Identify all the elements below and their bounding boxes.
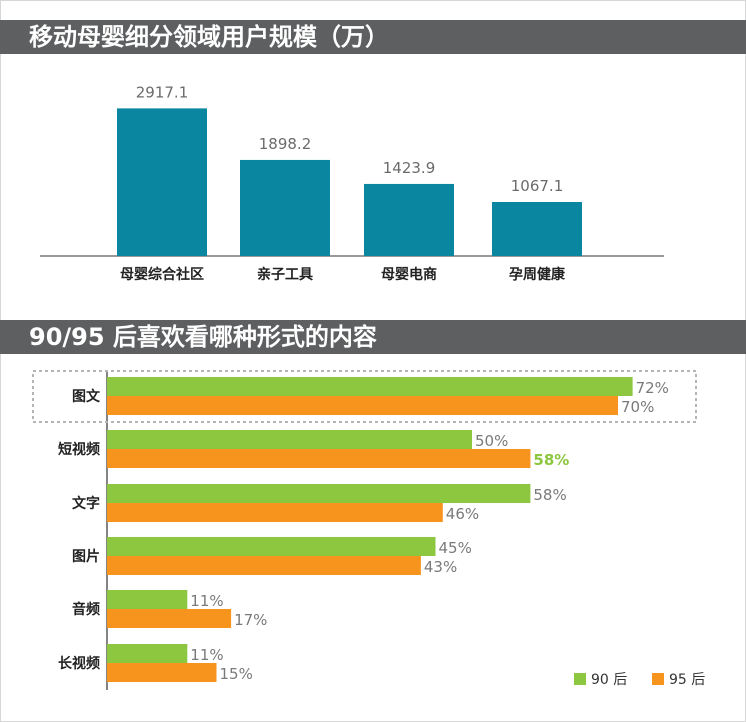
hbar-category-label: 图文 [72,388,101,405]
bar-category-label: 母婴综合社区 [120,266,204,283]
hbar-category-label: 图片 [72,548,100,565]
hbar-value-label: 50% [475,432,508,450]
hbar-value-label: 58% [533,486,566,504]
bar-3 [364,183,454,256]
hbar-category-label: 音频 [72,601,100,618]
bar-value-label: 2917.1 [136,83,189,101]
hbar-value-label: 17% [234,611,267,629]
hbar-value-label: 46% [446,505,479,523]
hbar-value-label: 11% [190,592,223,610]
bar-1 [117,108,207,256]
bar-value-label: 1067.1 [511,177,564,195]
bar-value-label: 1898.2 [259,135,312,153]
legend-label: 95 后 [669,672,705,688]
hbar-4-gen90 [107,537,436,556]
bar-4 [492,201,582,256]
hbar-1-gen90 [107,377,633,396]
hbar-2-gen95 [107,449,531,468]
hbar-6-gen90 [107,644,188,663]
hbar-value-label: 70% [621,398,654,416]
bar-category-label: 孕周健康 [509,266,566,283]
hbar-value-label: 15% [220,665,253,683]
hbar-category-label: 文字 [72,495,100,512]
hbar-category-label: 长视频 [58,655,100,672]
legend-label: 90 后 [591,672,627,688]
hbar-value-label: 58% [533,451,569,469]
bar-chart-title: 移动母婴细分领域用户规模（万） [0,20,746,54]
bar-category-label: 亲子工具 [257,266,313,283]
hbar-6-gen95 [107,663,217,682]
hbar-value-label: 45% [439,539,472,557]
hbar-2-gen90 [107,430,472,449]
bar-2 [240,159,330,256]
hbar-value-label: 43% [424,558,457,576]
bar-category-label: 母婴电商 [381,266,437,283]
hbar-3-gen95 [107,503,443,522]
hbar-chart-title: 90/95 后喜欢看哪种形式的内容 [0,320,746,354]
hbar-5-gen90 [107,590,188,609]
hbar-value-label: 11% [190,646,223,664]
bar-value-label: 1423.9 [383,159,436,177]
hbar-1-gen95 [107,396,618,415]
hbar-4-gen95 [107,556,421,575]
legend-swatch-gen95 [652,673,664,685]
legend-swatch-gen90 [574,673,586,685]
hbar-value-label: 72% [636,379,669,397]
highlight-box [32,370,697,423]
hbar-5-gen95 [107,609,232,628]
hbar-category-label: 短视频 [58,441,100,458]
hbar-3-gen90 [107,484,531,503]
